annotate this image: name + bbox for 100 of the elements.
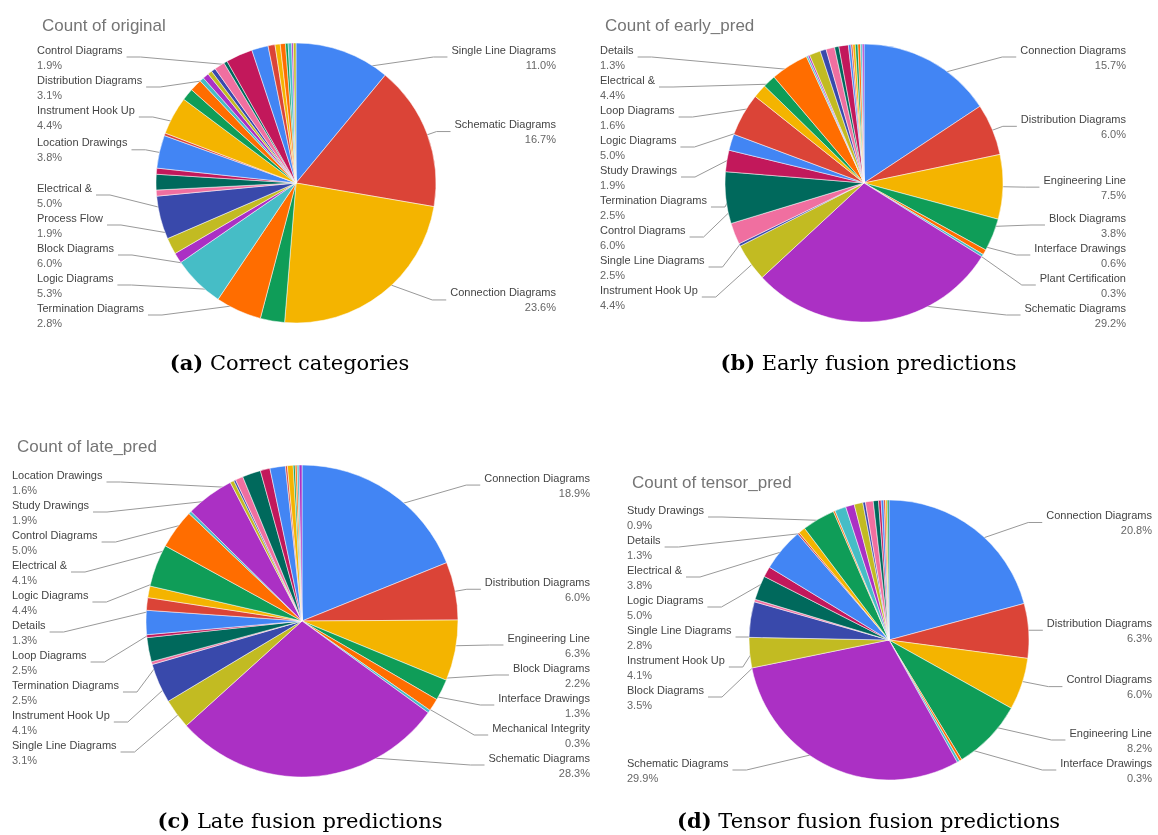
slice-label: Block Diagrams	[37, 241, 115, 254]
data-label: 0.3%	[1126, 771, 1153, 784]
slice-label: Connection Diagrams	[1020, 43, 1127, 56]
data-label: 3.1%	[37, 88, 63, 101]
slice-label: Instrument Hook Up	[12, 708, 110, 721]
data-label: 0.3%	[1100, 286, 1127, 299]
slice-label: Electrical &	[37, 181, 93, 194]
data-label: 2.8%	[37, 316, 63, 329]
slice-label: Connection Diagrams	[1046, 508, 1153, 521]
slice-label: Electrical &	[627, 563, 683, 576]
data-label: 1.3%	[627, 548, 653, 561]
data-label: 23.6%	[524, 301, 557, 314]
slice-label: Study Drawings	[12, 498, 90, 511]
slice-label: Logic Diagrams	[600, 133, 677, 146]
slice-label: Logic Diagrams	[627, 593, 704, 606]
slice-label: Process Flow	[37, 211, 104, 224]
data-label: 1.3%	[564, 706, 591, 719]
chart-title: Count of original	[42, 16, 166, 35]
slice-label: Location Drawings	[12, 468, 103, 481]
slice-label: Block Diagrams	[1048, 211, 1127, 224]
data-label: 3.8%	[627, 578, 653, 591]
text: (d) Tensor fusion fusion predictions	[676, 808, 1061, 833]
data-label: 2.5%	[600, 208, 626, 221]
data-label: 7.5%	[1100, 188, 1127, 201]
data-label: 4.4%	[600, 88, 626, 101]
data-label: 1.9%	[37, 58, 63, 71]
slice-label: Study Drawings	[600, 163, 678, 176]
data-label: 15.7%	[1094, 58, 1127, 71]
slice-label: Connection Diagrams	[484, 471, 591, 484]
chart-title: Count of late_pred	[17, 437, 157, 456]
data-label: 2.8%	[627, 638, 653, 651]
chart-title: Count of early_pred	[605, 16, 755, 35]
text: (a) Correct categories	[168, 350, 411, 375]
slice-label: Termination Diagrams	[12, 678, 120, 691]
data-label: 5.0%	[12, 543, 38, 556]
slice-label: Electrical &	[12, 558, 68, 571]
data-label: 2.2%	[564, 676, 591, 689]
slice-label: Plant Certification	[1039, 271, 1126, 284]
slice-label: Distribution Diagrams	[37, 73, 143, 86]
slice-label: Location Drawings	[37, 136, 128, 149]
slice-label: Distribution Diagrams	[1046, 616, 1153, 629]
data-label: 28.3%	[558, 766, 591, 779]
data-label: 1.9%	[12, 513, 38, 526]
data-label: 6.0%	[600, 238, 626, 251]
slice-label: Logic Diagrams	[12, 588, 89, 601]
slice-label: Engineering Line	[1069, 726, 1152, 739]
data-label: 4.1%	[12, 723, 38, 736]
slice-label: Schematic Diagrams	[488, 751, 591, 764]
slice-label: Mechanical Integrity	[492, 721, 591, 734]
slice-label: Details	[12, 618, 47, 631]
data-label: 8.2%	[1126, 741, 1153, 754]
slice-label: Single Line Diagrams	[451, 43, 557, 56]
slice-label: Schematic Diagrams	[627, 756, 729, 769]
data-label: 0.6%	[1100, 256, 1127, 269]
data-label: 3.8%	[37, 151, 63, 164]
data-label: 5.3%	[37, 286, 63, 299]
slice-label: Single Line Diagrams	[600, 253, 706, 266]
slice-label: Interface Drawings	[1060, 756, 1153, 769]
data-label: 2.5%	[12, 663, 38, 676]
data-label: 4.1%	[12, 573, 38, 586]
data-label: 29.9%	[627, 771, 659, 784]
data-label: 3.1%	[12, 753, 38, 766]
data-label: 6.0%	[1100, 127, 1127, 140]
data-label: 3.8%	[1100, 226, 1127, 239]
data-label: 11.0%	[525, 58, 557, 71]
slice-label: Interface Drawings	[498, 691, 591, 704]
data-label: 4.4%	[37, 118, 63, 131]
data-label: 2.5%	[12, 693, 38, 706]
data-label: 6.0%	[564, 590, 591, 603]
slice-label: Instrument Hook Up	[627, 653, 725, 666]
slice-label: Block Diagrams	[627, 683, 705, 696]
data-label: 20.8%	[1120, 523, 1153, 536]
data-label: 5.0%	[37, 196, 63, 209]
data-label: 5.0%	[600, 148, 626, 161]
slice-label: Connection Diagrams	[450, 286, 557, 299]
data-label: 1.9%	[600, 178, 626, 191]
data-label: 6.3%	[564, 646, 591, 659]
slice-label: Study Drawings	[627, 503, 705, 516]
slice-label: Details	[600, 43, 635, 56]
slice-label: Instrument Hook Up	[600, 283, 698, 296]
data-label: 1.6%	[600, 118, 626, 131]
slice-label: Schematic Diagrams	[454, 118, 557, 131]
data-label: 1.9%	[37, 226, 63, 239]
slice-label: Control Diagrams	[37, 43, 124, 56]
text: (c) Late fusion predictions	[156, 808, 444, 833]
text: (b) Early fusion predictions	[719, 350, 1018, 375]
slice-label: Termination Diagrams	[600, 193, 708, 206]
slice-label: Electrical &	[600, 73, 656, 86]
slice-label: Interface Drawings	[1034, 241, 1127, 254]
slice-label: Engineering Line	[1043, 173, 1126, 186]
slice-label: Control Diagrams	[1066, 673, 1153, 686]
slice-label: Loop Diagrams	[600, 103, 676, 116]
data-label: 0.9%	[627, 518, 653, 531]
data-label: 5.0%	[627, 608, 653, 621]
data-label: 6.0%	[37, 256, 63, 269]
data-label: 4.4%	[12, 603, 38, 616]
data-label: 3.5%	[627, 698, 653, 711]
slice-label: Termination Diagrams	[37, 301, 145, 314]
chart-title: Count of tensor_pred	[632, 473, 792, 492]
data-label: 1.6%	[12, 483, 38, 496]
